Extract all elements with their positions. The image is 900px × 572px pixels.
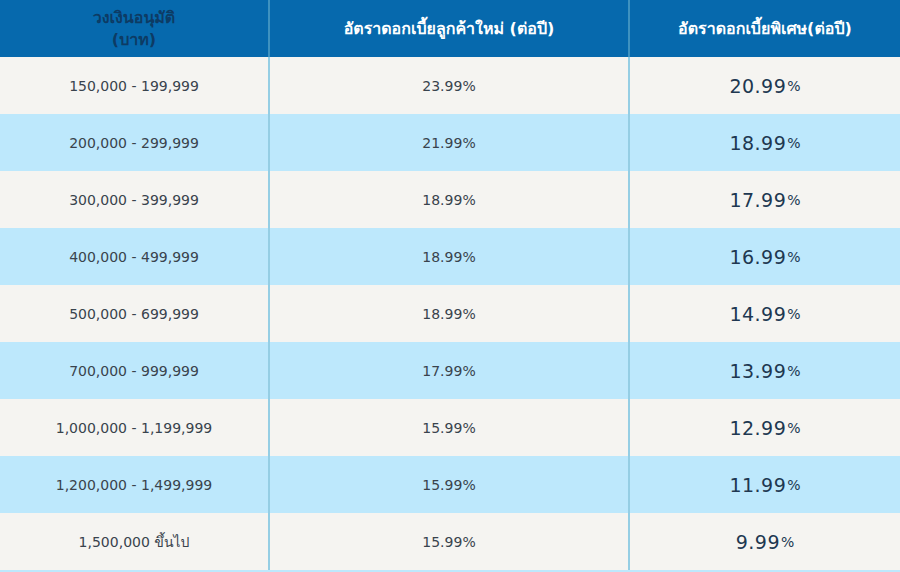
table-row: 1,500,000 ขึ้นไป 15.99% 9.99% [0, 513, 900, 570]
credit-limit-cell: 1,500,000 ขึ้นไป [0, 513, 270, 570]
special-rate-cell: 12.99% [630, 399, 900, 456]
percent-sign: % [787, 135, 800, 151]
special-rate-value: 13.99 [729, 360, 786, 382]
credit-limit-cell: 400,000 - 499,999 [0, 228, 270, 285]
header-credit-limit-line2: (บาท) [112, 29, 156, 51]
table-row: 500,000 - 699,999 18.99% 14.99% [0, 285, 900, 342]
new-rate-cell: 21.99% [270, 114, 630, 171]
new-rate-cell: 15.99% [270, 399, 630, 456]
special-rate-value: 17.99 [729, 189, 786, 211]
special-rate-value: 20.99 [729, 75, 786, 97]
credit-limit-cell: 1,000,000 - 1,199,999 [0, 399, 270, 456]
percent-sign: % [787, 420, 800, 436]
special-rate-value: 16.99 [729, 246, 786, 268]
table-row: 200,000 - 299,999 21.99% 18.99% [0, 114, 900, 171]
header-credit-limit: วงเงินอนุมัติ (บาท) [0, 0, 270, 57]
percent-sign: % [781, 534, 794, 550]
credit-limit-cell: 200,000 - 299,999 [0, 114, 270, 171]
table-row: 400,000 - 499,999 18.99% 16.99% [0, 228, 900, 285]
special-rate-cell: 17.99% [630, 171, 900, 228]
header-new-customer-rate: อัตราดอกเบี้ยลูกค้าใหม่ (ต่อปี) [270, 0, 630, 57]
special-rate-cell: 11.99% [630, 456, 900, 513]
table-row: 700,000 - 999,999 17.99% 13.99% [0, 342, 900, 399]
percent-sign: % [787, 306, 800, 322]
table-row: 300,000 - 399,999 18.99% 17.99% [0, 171, 900, 228]
new-rate-cell: 18.99% [270, 285, 630, 342]
new-rate-cell: 23.99% [270, 57, 630, 114]
table-row: 1,200,000 - 1,499,999 15.99% 11.99% [0, 456, 900, 513]
special-rate-cell: 20.99% [630, 57, 900, 114]
credit-limit-cell: 500,000 - 699,999 [0, 285, 270, 342]
credit-limit-cell: 150,000 - 199,999 [0, 57, 270, 114]
special-rate-value: 18.99 [729, 132, 786, 154]
percent-sign: % [787, 363, 800, 379]
percent-sign: % [787, 78, 800, 94]
credit-limit-cell: 700,000 - 999,999 [0, 342, 270, 399]
new-rate-cell: 18.99% [270, 171, 630, 228]
percent-sign: % [787, 477, 800, 493]
special-rate-cell: 16.99% [630, 228, 900, 285]
new-rate-cell: 18.99% [270, 228, 630, 285]
new-rate-cell: 15.99% [270, 456, 630, 513]
special-rate-value: 12.99 [729, 417, 786, 439]
table-row: 150,000 - 199,999 23.99% 20.99% [0, 57, 900, 114]
new-rate-cell: 17.99% [270, 342, 630, 399]
table-row: 1,000,000 - 1,199,999 15.99% 12.99% [0, 399, 900, 456]
special-rate-value: 14.99 [729, 303, 786, 325]
interest-rate-table: วงเงินอนุมัติ (บาท) อัตราดอกเบี้ยลูกค้าใ… [0, 0, 900, 572]
credit-limit-cell: 300,000 - 399,999 [0, 171, 270, 228]
header-credit-limit-line1: วงเงินอนุมัติ [93, 7, 176, 29]
special-rate-value: 9.99 [736, 531, 780, 553]
special-rate-cell: 9.99% [630, 513, 900, 570]
credit-limit-cell: 1,200,000 - 1,499,999 [0, 456, 270, 513]
percent-sign: % [787, 249, 800, 265]
table-header-row: วงเงินอนุมัติ (บาท) อัตราดอกเบี้ยลูกค้าใ… [0, 0, 900, 57]
header-special-rate: อัตราดอกเบี้ยพิเศษ(ต่อปี) [630, 0, 900, 57]
new-rate-cell: 15.99% [270, 513, 630, 570]
special-rate-cell: 18.99% [630, 114, 900, 171]
special-rate-cell: 13.99% [630, 342, 900, 399]
percent-sign: % [787, 192, 800, 208]
special-rate-value: 11.99 [729, 474, 786, 496]
special-rate-cell: 14.99% [630, 285, 900, 342]
